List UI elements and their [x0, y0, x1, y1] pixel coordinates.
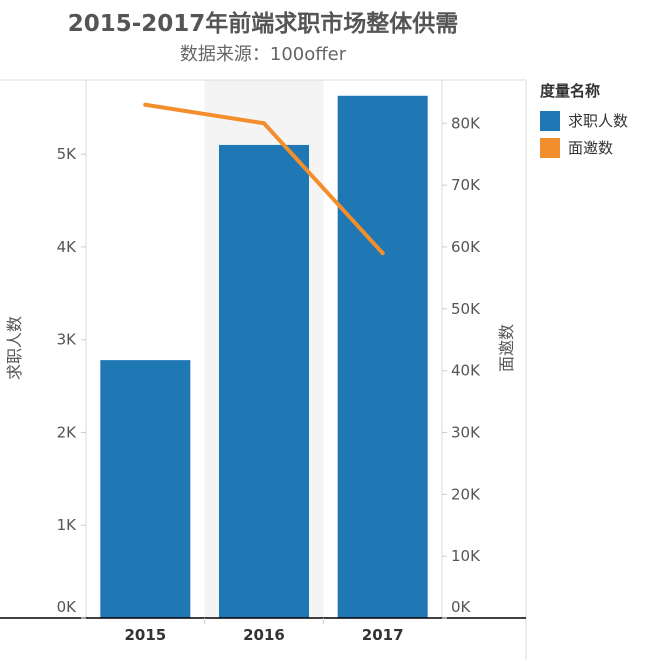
y-right-tick-label: 50K — [451, 300, 481, 318]
line-layer — [143, 102, 385, 256]
y-left-tick-label: 5K — [57, 145, 78, 163]
line-point-2016[interactable] — [262, 121, 266, 126]
y-left-tick-label: 3K — [57, 331, 78, 349]
y-right-tick-label: 20K — [451, 485, 481, 503]
legend-label-interviews: 面邀数 — [568, 139, 614, 157]
bar-2016[interactable] — [219, 144, 309, 618]
y-right-tick-label: 10K — [451, 547, 481, 565]
legend-swatch-jobseekers — [540, 110, 560, 131]
y-right-tick-label: 40K — [451, 362, 481, 380]
legend-item-jobseekers[interactable]: 求职人数 — [540, 107, 628, 134]
y-right-tick-label: 0K — [451, 598, 472, 616]
y-axis-right-title: 面邀数 — [497, 324, 516, 372]
y-right-tick-label: 30K — [451, 423, 481, 441]
y-right-tick-label: 60K — [451, 238, 481, 256]
legend-title: 度量名称 — [540, 82, 601, 100]
bars-layer — [100, 95, 428, 618]
bar-2015[interactable] — [100, 360, 191, 618]
legend-label-jobseekers: 求职人数 — [568, 112, 629, 130]
x-tick-label-2017: 2017 — [362, 626, 404, 644]
x-tick-label-2016: 2016 — [243, 626, 285, 644]
y-right-tick-label: 70K — [451, 176, 481, 194]
legend: 度量名称 求职人数 面邀数 — [540, 80, 628, 161]
line-point-2015[interactable] — [143, 102, 148, 107]
dual-axis-chart: 0K 1K 2K 3K 4K 5K 0K 10K 20K 30K 40K 50K 60K 70K 80K 20… — [0, 79, 527, 660]
y-left-tick-label: 4K — [57, 238, 78, 256]
legend-item-interviews[interactable]: 面邀数 — [540, 134, 628, 161]
y-left-tick-label: 2K — [57, 423, 78, 441]
chart-title: 2015-2017年前端求职市场整体供需 — [67, 11, 459, 37]
y-axis-left-title: 求职人数 — [5, 316, 24, 380]
y-left-tick-label: 0K — [57, 598, 78, 616]
x-tick-label-2015: 2015 — [124, 626, 166, 644]
y-right-tick-label: 80K — [451, 114, 481, 132]
y-left-tick-label: 1K — [57, 516, 78, 534]
bar-2017[interactable] — [337, 95, 428, 618]
axes-layer: 0K 1K 2K 3K 4K 5K 0K 10K 20K 30K 40K 50K 60K 70K 80K 20… — [0, 79, 527, 660]
legend-swatch-interviews — [540, 137, 560, 158]
line-point-2017[interactable] — [380, 251, 385, 256]
chart-subtitle: 数据来源：100offer — [179, 44, 347, 65]
